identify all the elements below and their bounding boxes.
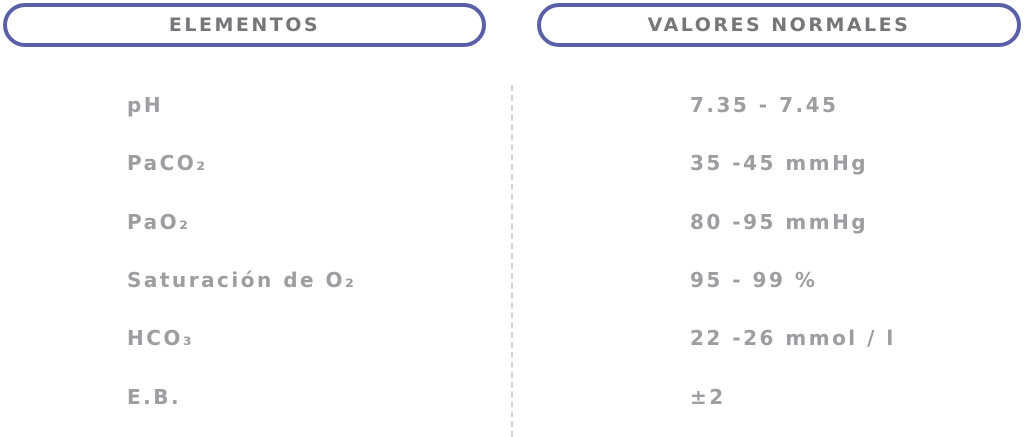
element-name: PaO₂ xyxy=(127,209,191,234)
element-name: pH xyxy=(127,93,164,117)
normal-value: 95 - 99 % xyxy=(690,267,818,292)
element-name: Saturación de O₂ xyxy=(127,267,357,292)
normal-value: 22 -26 mmol / l xyxy=(690,326,896,351)
normal-value: 80 -95 mmHg xyxy=(690,209,869,234)
divider xyxy=(511,85,513,437)
header: ELEMENTOS xyxy=(3,3,486,47)
element-name: HCO₃ xyxy=(127,326,195,351)
normal-value: 7.35 - 7.45 xyxy=(690,93,839,117)
element-name: PaCO₂ xyxy=(127,151,208,176)
element-name: E.B. xyxy=(127,384,182,409)
normal-value: 35 -45 mmHg xyxy=(690,151,869,176)
normal-value: ±2 xyxy=(690,384,726,409)
header: VALORES NORMALES xyxy=(537,3,1021,47)
